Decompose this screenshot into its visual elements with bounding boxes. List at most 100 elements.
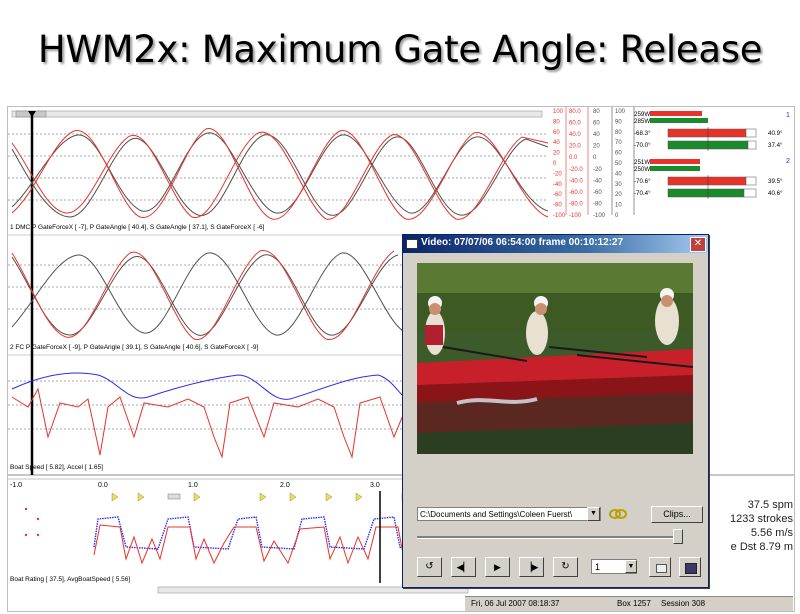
path-dropdown-button[interactable]: ▼ xyxy=(587,507,600,521)
scale-columns xyxy=(565,107,635,215)
scale-label: 60.0 xyxy=(569,121,581,127)
distance: e Dst 8.79 m xyxy=(730,541,793,553)
scale-label: 60 xyxy=(553,130,560,136)
loop-button[interactable]: ↻ xyxy=(553,557,578,577)
panel3-readout: Boat Speed [ 5.82], Accel [ 1.65] xyxy=(10,464,103,471)
time-tick: 3.0 xyxy=(370,482,380,489)
panel1-red-curve-2 xyxy=(11,128,549,220)
scale-label: -60 xyxy=(553,192,562,198)
accel-curve xyxy=(11,387,409,459)
panel2-dark-curve-2 xyxy=(11,252,409,336)
session-stats: 37.5 spm 1233 strokes 5.56 m/s e Dst 8.7… xyxy=(707,498,793,554)
rower1-power-2: 285W xyxy=(634,118,650,125)
status-bar: Fri, 06 Jul 2007 08:18:37 Box 1257 Sessi… xyxy=(465,596,793,611)
seek-slider-thumb[interactable] xyxy=(673,529,683,544)
panel4-readout: Boat Rating [ 37.5], AvgBoatSpeed [ 5.56… xyxy=(10,576,130,583)
speed-curve xyxy=(11,372,409,400)
status-session: Session 308 xyxy=(661,599,706,608)
seek-slider-track[interactable] xyxy=(417,536,683,539)
frame-icon xyxy=(656,564,667,573)
video-icon xyxy=(406,239,418,249)
file-path-input[interactable]: C:\Documents and Settings\Coleen Fuerst\ xyxy=(417,507,601,521)
panel2-readout: 2 FC P GateForceX [ -9], P GateAngle [ 3… xyxy=(10,344,259,351)
rower1-number: 1 xyxy=(786,112,790,119)
disk-icon xyxy=(685,563,697,574)
video-title: Video: 07/07/06 06:54:00 frame 00:10:12:… xyxy=(421,237,624,248)
rower2-angle-2: -70.4° xyxy=(634,190,651,197)
rowing-image xyxy=(417,263,693,454)
scale-label: 20 xyxy=(615,192,622,198)
time-tick: -1.0 xyxy=(10,482,22,489)
scale-label: 40 xyxy=(615,171,622,177)
top-scrollbar xyxy=(11,110,543,118)
save-button[interactable] xyxy=(679,557,701,577)
scale-label: -100 xyxy=(553,213,566,219)
rower1-angle-2: -70.0° xyxy=(634,142,651,149)
speed-dropdown-button[interactable]: ▼ xyxy=(625,560,637,573)
rower2-number: 2 xyxy=(786,158,790,165)
stroke-markers xyxy=(111,492,409,502)
scale-label: 0 xyxy=(553,161,557,167)
panel1-dark-curve xyxy=(11,134,549,218)
scale-label: -100 xyxy=(569,213,582,219)
stroke-rate: 37.5 spm xyxy=(747,499,793,511)
slide-title: HWM2x: Maximum Gate Angle: Release xyxy=(37,28,763,71)
panel2-red-curve xyxy=(11,250,395,340)
rower1-power-1: 259W xyxy=(634,111,650,118)
step-back-button[interactable]: ◀▏ xyxy=(451,557,476,577)
scale-label: 50 xyxy=(615,161,622,167)
angle-bars xyxy=(667,127,757,199)
rower1-value-2: 37.4° xyxy=(768,142,783,149)
scale-label: -80 xyxy=(593,201,602,207)
plots-canvas[interactable]: -1.0 0.0 1.0 2.0 3.0 1 DMC P GateForceX … xyxy=(8,107,794,611)
video-titlebar[interactable]: Video: 07/07/06 06:54:00 frame 00:10:12:… xyxy=(403,235,708,253)
scale-label: 30 xyxy=(615,182,622,188)
cursor-marker xyxy=(28,111,36,117)
scale-label: 80 xyxy=(593,109,600,115)
scale-label: 100 xyxy=(615,109,626,115)
link-icon[interactable] xyxy=(609,507,627,519)
stroke-count: 1233 strokes xyxy=(730,513,793,525)
scale-label: 0.0 xyxy=(569,155,578,161)
panel2-dark-curve xyxy=(11,254,399,336)
panel1-red-curve xyxy=(11,131,549,220)
play-button[interactable]: ▶ xyxy=(485,557,510,577)
scale-label: 20.0 xyxy=(569,144,581,150)
scale-label: -60.0 xyxy=(569,190,583,196)
scale-label: -20 xyxy=(553,171,562,177)
close-button[interactable]: ✕ xyxy=(690,237,706,252)
video-window[interactable]: Video: 07/07/06 06:54:00 frame 00:10:12:… xyxy=(402,234,709,588)
clips-button[interactable]: Clips... xyxy=(651,506,703,523)
scale-label: 20 xyxy=(593,144,600,150)
snapshot-button[interactable] xyxy=(649,557,671,577)
scale-label: 20 xyxy=(553,151,560,157)
time-tick: 1.0 xyxy=(188,482,198,489)
rower1-value-1: 40.9° xyxy=(768,130,783,137)
scale-label: -20 xyxy=(593,167,602,173)
rower1-angle-1: -68.3° xyxy=(634,130,651,137)
scale-label: -100 xyxy=(593,213,606,219)
scale-label: 40 xyxy=(553,140,560,146)
scale-label: -40 xyxy=(553,182,562,188)
bottom-scrollbar xyxy=(157,586,469,594)
scale-label: -40.0 xyxy=(569,178,583,184)
video-frame xyxy=(417,263,693,454)
rower2-value-1: 39.5° xyxy=(768,178,783,185)
power-bars xyxy=(650,111,708,171)
scale-label: 90 xyxy=(615,119,622,125)
step-forward-button[interactable]: ▕▶ xyxy=(519,557,544,577)
rating-red-curve xyxy=(93,524,405,565)
scale-label: 80 xyxy=(615,130,622,136)
rower2-power-2: 250W xyxy=(634,166,650,173)
scale-label: -40 xyxy=(593,178,602,184)
scale-label: 80.0 xyxy=(569,109,581,115)
scale-label: 60 xyxy=(615,151,622,157)
panel1-readout: 1 DMC P GateForceX [ -7], P GateAngle [ … xyxy=(10,224,265,231)
scale-label: 0 xyxy=(593,155,597,161)
rewind-button[interactable]: ↺ xyxy=(417,557,442,577)
status-box: Box 1257 xyxy=(617,599,651,608)
rower2-angle-1: -70.6° xyxy=(634,178,651,185)
scale-label: 40 xyxy=(593,132,600,138)
scale-label: -80 xyxy=(553,203,562,209)
boat-speed: 5.56 m/s xyxy=(750,527,793,539)
